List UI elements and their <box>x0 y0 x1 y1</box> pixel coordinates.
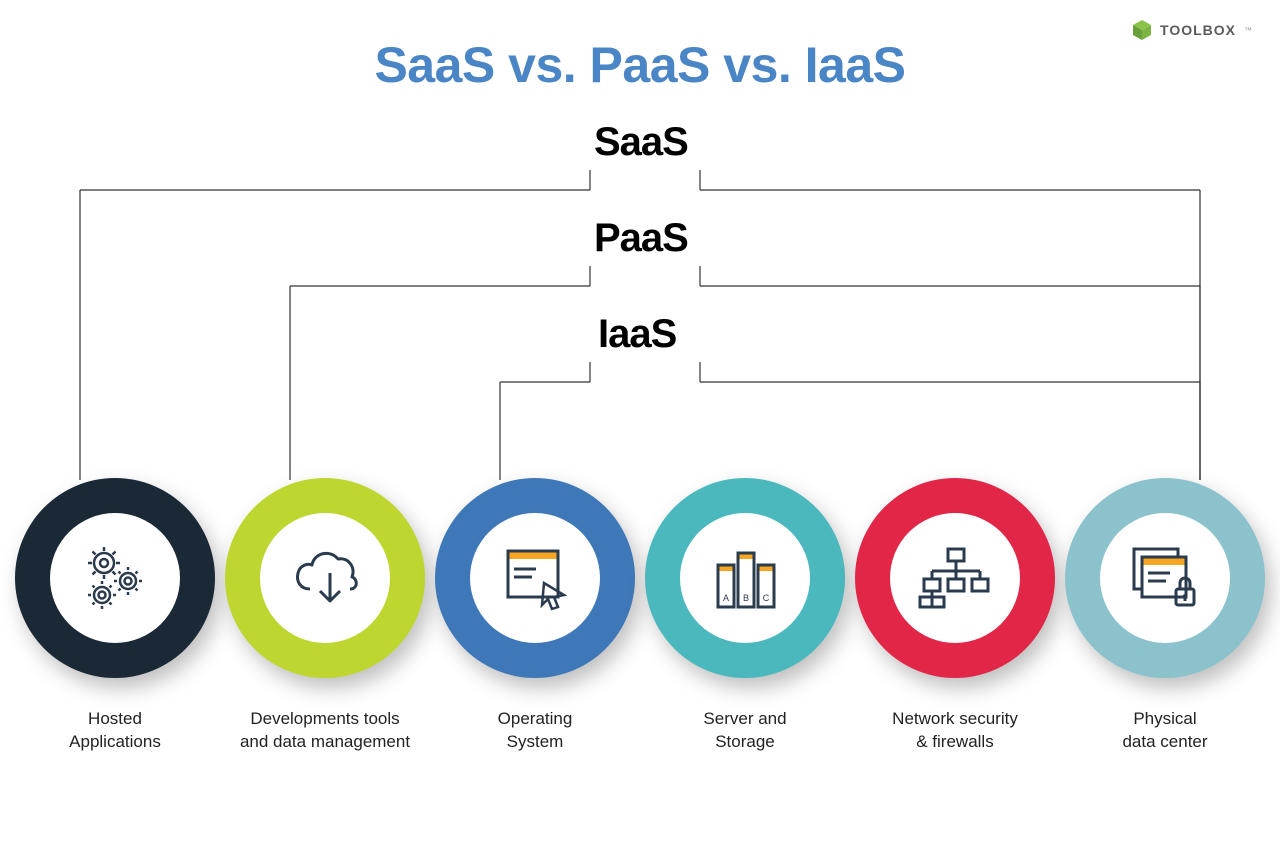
circle-dev-tools: Developments tools and data management <box>220 478 430 754</box>
tier-label-iaas: IaaS <box>598 312 676 357</box>
caption-server-storage: Server and Storage <box>703 708 786 754</box>
svg-text:C: C <box>763 593 770 603</box>
ring-data-center <box>1065 478 1265 678</box>
circles-row: Hosted Applications Developments tools a… <box>0 478 1280 754</box>
org-chart-icon <box>916 539 994 617</box>
circle-data-center: Physical data center <box>1060 478 1270 754</box>
circle-operating-system: Operating System <box>430 478 640 754</box>
window-cursor-icon <box>496 539 574 617</box>
circle-server-storage: A B C Server and Storage <box>640 478 850 754</box>
ring-inner-data-center <box>1100 513 1230 643</box>
ring-inner-network-security <box>890 513 1020 643</box>
bracket-area: SaaS PaaS IaaS <box>0 120 1280 480</box>
bracket-svg <box>0 120 1280 480</box>
ring-inner-hosted-apps <box>50 513 180 643</box>
window-lock-icon <box>1126 539 1204 617</box>
caption-operating-system: Operating System <box>498 708 573 754</box>
caption-network-security: Network security & firewalls <box>892 708 1018 754</box>
tier-label-saas: SaaS <box>594 120 688 165</box>
ring-inner-operating-system <box>470 513 600 643</box>
ring-network-security <box>855 478 1055 678</box>
circle-network-security: Network security & firewalls <box>850 478 1060 754</box>
svg-text:A: A <box>723 593 729 603</box>
page-title: SaaS vs. PaaS vs. IaaS <box>0 36 1280 94</box>
caption-data-center: Physical data center <box>1122 708 1207 754</box>
circle-hosted-apps: Hosted Applications <box>10 478 220 754</box>
logo-trademark: ™ <box>1244 26 1252 35</box>
ring-hosted-apps <box>15 478 215 678</box>
caption-hosted-apps: Hosted Applications <box>69 708 161 754</box>
cloud-download-icon <box>286 539 364 617</box>
ring-inner-server-storage: A B C <box>680 513 810 643</box>
caption-dev-tools: Developments tools and data management <box>240 708 410 754</box>
ring-operating-system <box>435 478 635 678</box>
ring-inner-dev-tools <box>260 513 390 643</box>
ring-dev-tools <box>225 478 425 678</box>
ring-server-storage: A B C <box>645 478 845 678</box>
tier-label-paas: PaaS <box>594 216 688 261</box>
servers-icon: A B C <box>706 539 784 617</box>
gears-icon <box>76 539 154 617</box>
svg-text:B: B <box>743 593 749 603</box>
